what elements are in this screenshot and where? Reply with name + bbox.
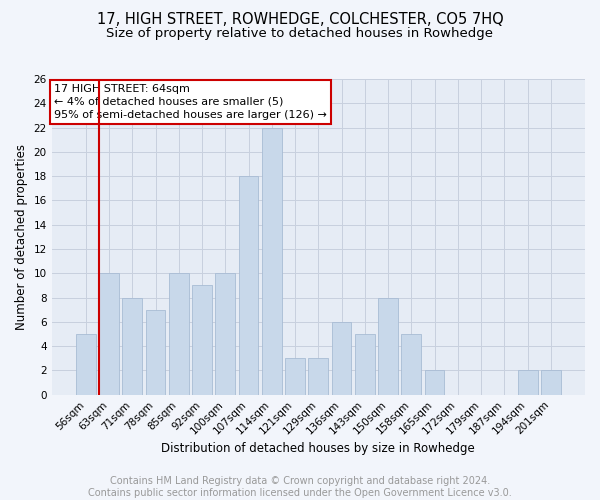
Bar bbox=[378, 298, 398, 394]
Y-axis label: Number of detached properties: Number of detached properties bbox=[15, 144, 28, 330]
Bar bbox=[215, 274, 235, 394]
Text: Size of property relative to detached houses in Rowhedge: Size of property relative to detached ho… bbox=[107, 28, 493, 40]
X-axis label: Distribution of detached houses by size in Rowhedge: Distribution of detached houses by size … bbox=[161, 442, 475, 455]
Bar bbox=[541, 370, 561, 394]
Bar bbox=[332, 322, 352, 394]
Bar bbox=[169, 274, 188, 394]
Text: Contains HM Land Registry data © Crown copyright and database right 2024.
Contai: Contains HM Land Registry data © Crown c… bbox=[88, 476, 512, 498]
Bar bbox=[425, 370, 445, 394]
Bar bbox=[192, 286, 212, 395]
Bar bbox=[99, 274, 119, 394]
Bar bbox=[76, 334, 95, 394]
Bar bbox=[262, 128, 282, 394]
Bar bbox=[401, 334, 421, 394]
Bar bbox=[239, 176, 259, 394]
Bar bbox=[146, 310, 166, 394]
Text: 17, HIGH STREET, ROWHEDGE, COLCHESTER, CO5 7HQ: 17, HIGH STREET, ROWHEDGE, COLCHESTER, C… bbox=[97, 12, 503, 28]
Bar bbox=[285, 358, 305, 394]
Bar bbox=[518, 370, 538, 394]
Bar bbox=[355, 334, 375, 394]
Bar bbox=[122, 298, 142, 394]
Text: 17 HIGH STREET: 64sqm
← 4% of detached houses are smaller (5)
95% of semi-detach: 17 HIGH STREET: 64sqm ← 4% of detached h… bbox=[55, 84, 327, 120]
Bar bbox=[308, 358, 328, 394]
